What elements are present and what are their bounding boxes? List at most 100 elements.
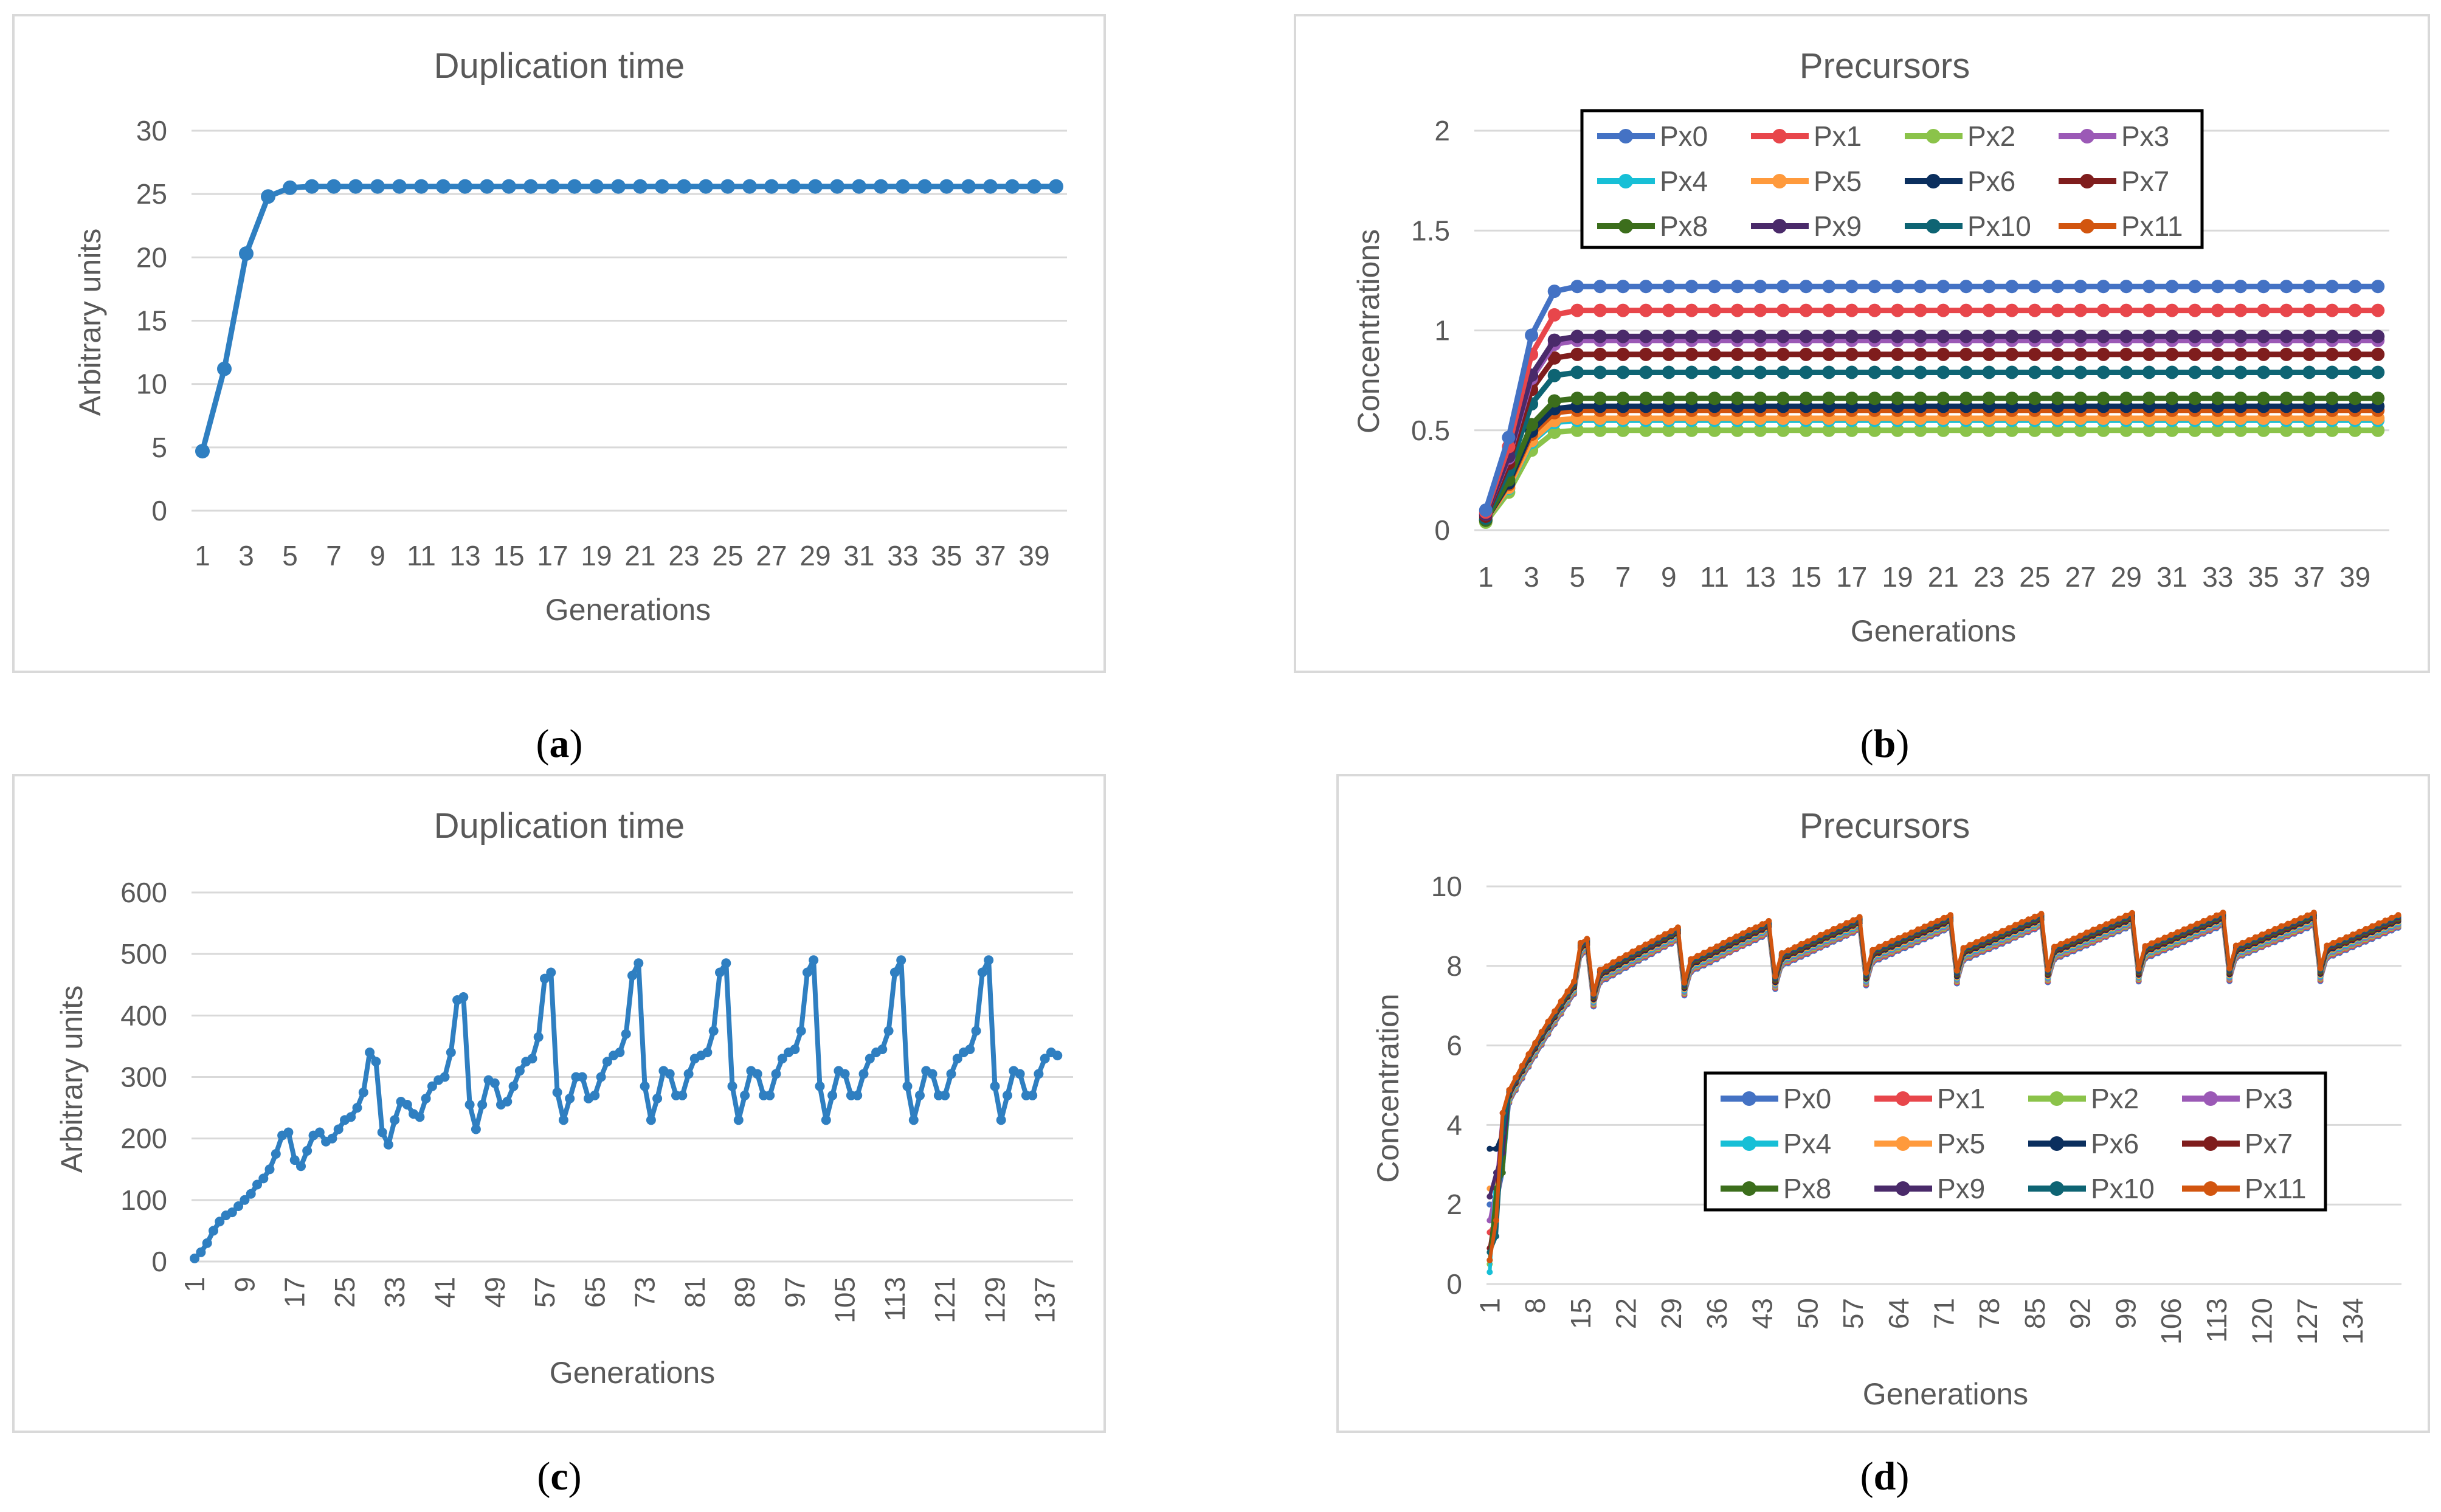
series-px8-point — [1868, 392, 1882, 406]
series-duplication-time-point — [946, 1069, 956, 1079]
plot-c-ytick-label: 0 — [151, 1246, 167, 1277]
x-tick-label: 37 — [2294, 561, 2325, 593]
series-px2-point — [1570, 423, 1584, 437]
series-px11-point — [2135, 965, 2142, 972]
series-px9-point — [1753, 330, 1767, 343]
series-px11-point — [1831, 926, 1837, 932]
series-duplication-time-point — [615, 1048, 625, 1057]
x-tick-label: 11 — [407, 540, 436, 571]
series-px9-point — [1593, 330, 1607, 343]
series-px11-point — [1525, 1051, 1532, 1057]
series-duplication-time-point — [283, 180, 297, 195]
series-px11-point — [2006, 925, 2012, 931]
caption-a: (a) — [536, 722, 583, 766]
series-px11-point — [1727, 936, 1733, 943]
series-px1-point — [2096, 303, 2110, 317]
series-px11-point — [1921, 923, 1928, 930]
series-px10-point — [2165, 365, 2179, 379]
series-px8-point — [2211, 392, 2225, 406]
legend-b-label-px11: Px11 — [2121, 210, 2183, 242]
series-px11-point — [2071, 935, 2077, 942]
series-px1-point — [1891, 303, 1905, 317]
series-px0-point — [2096, 280, 2110, 294]
series-px1-point — [1730, 303, 1744, 317]
plot-a-ytick-label: 25 — [136, 178, 167, 210]
series-px1-point — [1593, 303, 1607, 317]
x-tick-label: 3 — [1524, 561, 1539, 593]
series-px10-point — [1845, 365, 1859, 379]
series-px11-point — [2038, 911, 2045, 917]
series-px2-point — [2302, 423, 2316, 437]
series-px11-point — [1493, 1217, 1499, 1224]
panel-a-frame — [12, 14, 1106, 673]
series-px8-point — [1982, 392, 1996, 406]
series-px11-point — [2194, 920, 2200, 927]
series-duplication-time-point — [1003, 1090, 1012, 1100]
plot-a-ytick-label: 0 — [151, 495, 167, 526]
series-px7-point — [2325, 347, 2339, 361]
series-px8-point — [2371, 392, 2385, 406]
series-px7-point — [2051, 347, 2065, 361]
legend-d-label-px7: Px7 — [2245, 1128, 2293, 1159]
series-px11-point — [2252, 934, 2259, 941]
series-px9-point — [2211, 330, 2225, 343]
panel-c-ylabel: Arbitrary units — [55, 986, 89, 1173]
series-px0-point — [1730, 280, 1744, 294]
series-px0-point — [1982, 280, 1996, 294]
series-duplication-time-point — [883, 1026, 894, 1036]
series-px8-point — [2279, 392, 2293, 406]
plot-d-ytick-label: 8 — [1446, 950, 1462, 982]
plot-a-ytick-label: 20 — [136, 241, 167, 273]
series-px1-point — [1776, 303, 1790, 317]
series-px1-point — [1685, 303, 1699, 317]
series-px11-point — [1674, 924, 1681, 931]
series-duplication-time-point — [777, 1054, 787, 1064]
series-px2-point — [1868, 423, 1882, 437]
series-px8-point — [2096, 392, 2110, 406]
series-duplication-time-point — [264, 1164, 275, 1175]
legend-d-label-px4: Px4 — [1783, 1128, 1831, 1159]
series-duplication-time-point — [1005, 179, 1020, 194]
x-tick-label: 15 — [1790, 561, 1821, 593]
series-px2-point — [1891, 423, 1905, 437]
series-duplication-time-point — [596, 1072, 606, 1082]
series-px10-point — [2119, 365, 2133, 379]
series-duplication-time-point — [961, 179, 976, 194]
series-px9-point — [1845, 330, 1859, 343]
x-tick-label: 22 — [1610, 1298, 1642, 1329]
series-px11-point — [2168, 931, 2175, 938]
series-px11-point — [1681, 979, 1688, 986]
series-px2-point — [1822, 423, 1836, 437]
x-tick-label: 33 — [887, 540, 918, 571]
legend-d-marker-px7 — [2203, 1136, 2218, 1151]
series-px11-point — [2129, 910, 2135, 916]
plot-c-ytick-label: 300 — [120, 1062, 167, 1093]
plot-b-ytick-label: 1 — [1434, 315, 1450, 347]
series-px0-point — [2371, 280, 2385, 294]
series-px11-point — [1597, 967, 1603, 973]
series-px11-point — [2149, 940, 2155, 947]
series-duplication-time-point — [533, 1032, 544, 1042]
series-px10-point — [2279, 365, 2293, 379]
series-px1-point — [1662, 303, 1676, 317]
series-px1-point — [1936, 303, 1950, 317]
panel-c-title: Duplication time — [434, 806, 685, 846]
series-px11-point — [2161, 934, 2168, 941]
series-duplication-time-point — [305, 179, 319, 194]
series-px11-point — [2226, 965, 2233, 972]
series-duplication-time-point — [715, 967, 725, 978]
series-px2-point — [2188, 423, 2202, 437]
series-px7-point — [2348, 347, 2362, 361]
series-px2-point — [1685, 423, 1699, 437]
legend-d-label-px3: Px3 — [2245, 1083, 2293, 1114]
legend-d-label-px8: Px8 — [1783, 1173, 1831, 1204]
series-px11-point — [1532, 1040, 1539, 1046]
series-px1-point — [2142, 303, 2156, 317]
series-px7-line — [1483, 351, 2378, 517]
series-duplication-time-point — [927, 1069, 937, 1079]
series-px1-point — [1913, 303, 1927, 317]
legend-d-marker-px6 — [2049, 1136, 2064, 1151]
series-px0-point — [1685, 280, 1699, 294]
series-px11-point — [1753, 924, 1759, 931]
